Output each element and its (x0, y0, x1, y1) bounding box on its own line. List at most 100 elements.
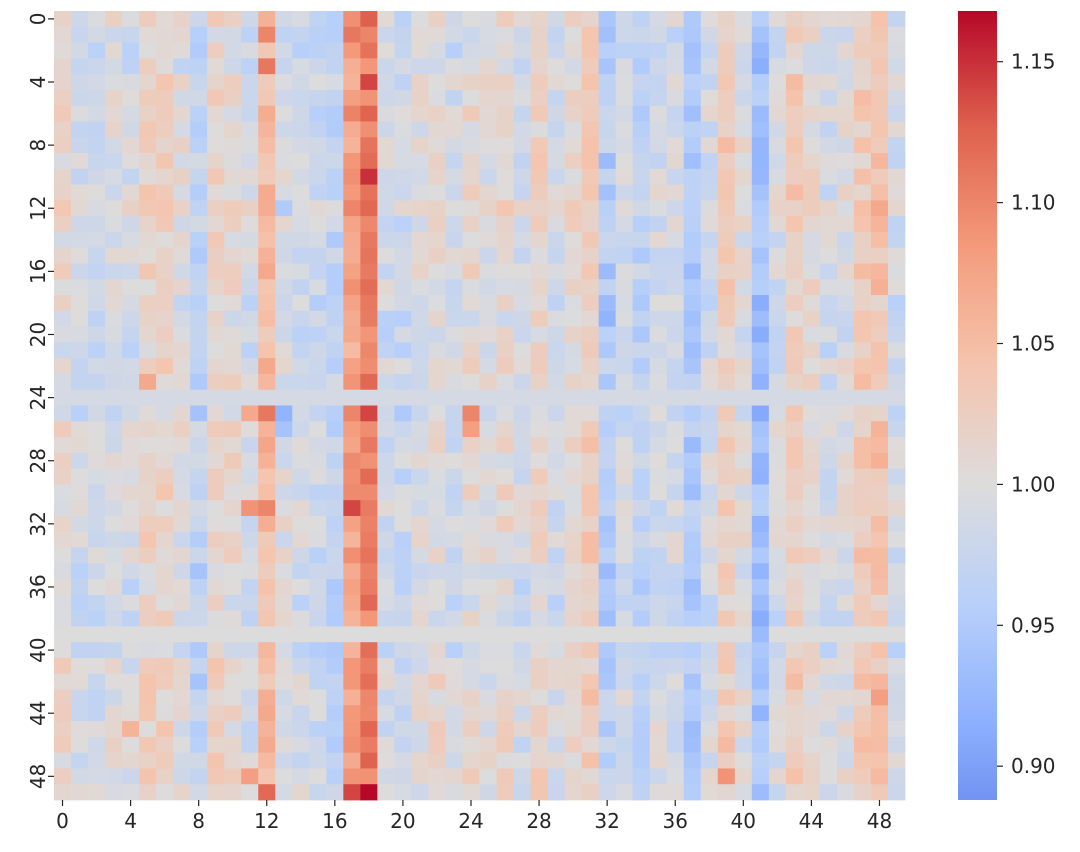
heatmap-cell (241, 184, 259, 201)
heatmap-cell (666, 11, 685, 28)
heatmap-cell (411, 421, 429, 438)
heatmap-cell (785, 373, 804, 391)
heatmap-cell (207, 231, 225, 249)
heatmap-cell (156, 421, 174, 438)
heatmap-cell (309, 657, 327, 675)
heatmap-cell (360, 736, 378, 754)
heatmap-cell (649, 579, 668, 596)
heatmap-cell (530, 295, 548, 312)
heatmap-cell (479, 752, 497, 769)
heatmap-cell (445, 405, 463, 422)
heatmap-cell (139, 231, 157, 249)
heatmap-cell (241, 657, 259, 675)
heatmap-cell (836, 231, 855, 249)
heatmap-cell (547, 105, 565, 122)
heatmap-cell (853, 484, 872, 501)
heatmap-cell (309, 279, 327, 296)
heatmap-cell (122, 736, 140, 754)
heatmap-cell (649, 168, 668, 185)
heatmap-cell (700, 58, 719, 75)
heatmap-cell (751, 673, 770, 690)
heatmap-cell (224, 626, 242, 643)
heatmap-cell (683, 358, 702, 375)
heatmap-cell (207, 626, 225, 643)
heatmap-cell (700, 515, 719, 533)
heatmap-cell (819, 547, 838, 564)
heatmap-cell (377, 263, 395, 280)
heatmap-cell (139, 295, 157, 312)
heatmap-cell (258, 752, 276, 769)
heatmap-cell (292, 594, 310, 612)
heatmap-cell (343, 768, 361, 785)
heatmap-cell (343, 42, 361, 59)
heatmap-cell (887, 231, 906, 249)
heatmap-cell (360, 137, 378, 154)
heatmap-cell (751, 295, 770, 312)
heatmap-cell (343, 121, 361, 138)
heatmap-cell (819, 373, 838, 391)
heatmap-cell (887, 89, 906, 107)
heatmap-cell (88, 279, 106, 296)
heatmap-cell (173, 279, 191, 296)
heatmap-cell (751, 452, 770, 470)
heatmap-cell (700, 200, 719, 217)
heatmap-cell (530, 500, 548, 517)
heatmap-cell (207, 642, 225, 659)
heatmap-cell (819, 626, 838, 643)
heatmap-cell (173, 310, 191, 327)
heatmap-cell (411, 736, 429, 754)
heatmap-cell (241, 358, 259, 375)
heatmap-cell (190, 389, 208, 406)
heatmap-cell (462, 358, 480, 375)
heatmap-cell (462, 531, 480, 548)
heatmap-cell (224, 74, 242, 91)
heatmap-cell (88, 42, 106, 59)
heatmap-cell (241, 484, 259, 501)
heatmap-cell (649, 263, 668, 280)
heatmap-cell (547, 642, 565, 659)
heatmap-cell (326, 26, 344, 43)
heatmap-cell (547, 594, 565, 612)
heatmap-cell (54, 74, 72, 91)
heatmap-cell (513, 358, 531, 375)
heatmap-cell (751, 184, 770, 201)
heatmap-cell (683, 468, 702, 485)
heatmap-cell (598, 200, 617, 217)
heatmap-cell (598, 184, 617, 201)
heatmap-cell (564, 563, 583, 580)
heatmap-cell (666, 705, 685, 722)
heatmap-cell (513, 342, 531, 359)
heatmap-cell (785, 184, 804, 201)
heatmap-cell (173, 673, 191, 690)
heatmap-cell (462, 784, 480, 801)
heatmap-cell (190, 153, 208, 170)
heatmap-cell (122, 721, 140, 738)
heatmap-cell (581, 500, 600, 517)
heatmap-cell (496, 452, 514, 470)
heatmap-cell (343, 168, 361, 185)
heatmap-cell (105, 121, 123, 138)
heatmap-cell (581, 563, 600, 580)
heatmap-cell (241, 515, 259, 533)
heatmap-cell (462, 279, 480, 296)
heatmap-cell (479, 231, 497, 249)
heatmap-cell (173, 168, 191, 185)
heatmap-cell (887, 389, 906, 406)
heatmap-cell (751, 231, 770, 249)
heatmap-cell (275, 689, 293, 706)
heatmap-cell (445, 768, 463, 785)
heatmap-cell (309, 626, 327, 643)
heatmap-cell (445, 184, 463, 201)
heatmap-cell (615, 200, 634, 217)
heatmap-cell (156, 279, 174, 296)
heatmap-cell (207, 295, 225, 312)
heatmap-cell (734, 610, 753, 627)
heatmap-cell (275, 389, 293, 406)
heatmap-cell (887, 421, 906, 438)
heatmap-cell (462, 421, 480, 438)
heatmap-cell (870, 310, 889, 327)
heatmap-cell (275, 626, 293, 643)
heatmap-cell (224, 310, 242, 327)
heatmap-cell (326, 89, 344, 107)
heatmap-cell (513, 153, 531, 170)
